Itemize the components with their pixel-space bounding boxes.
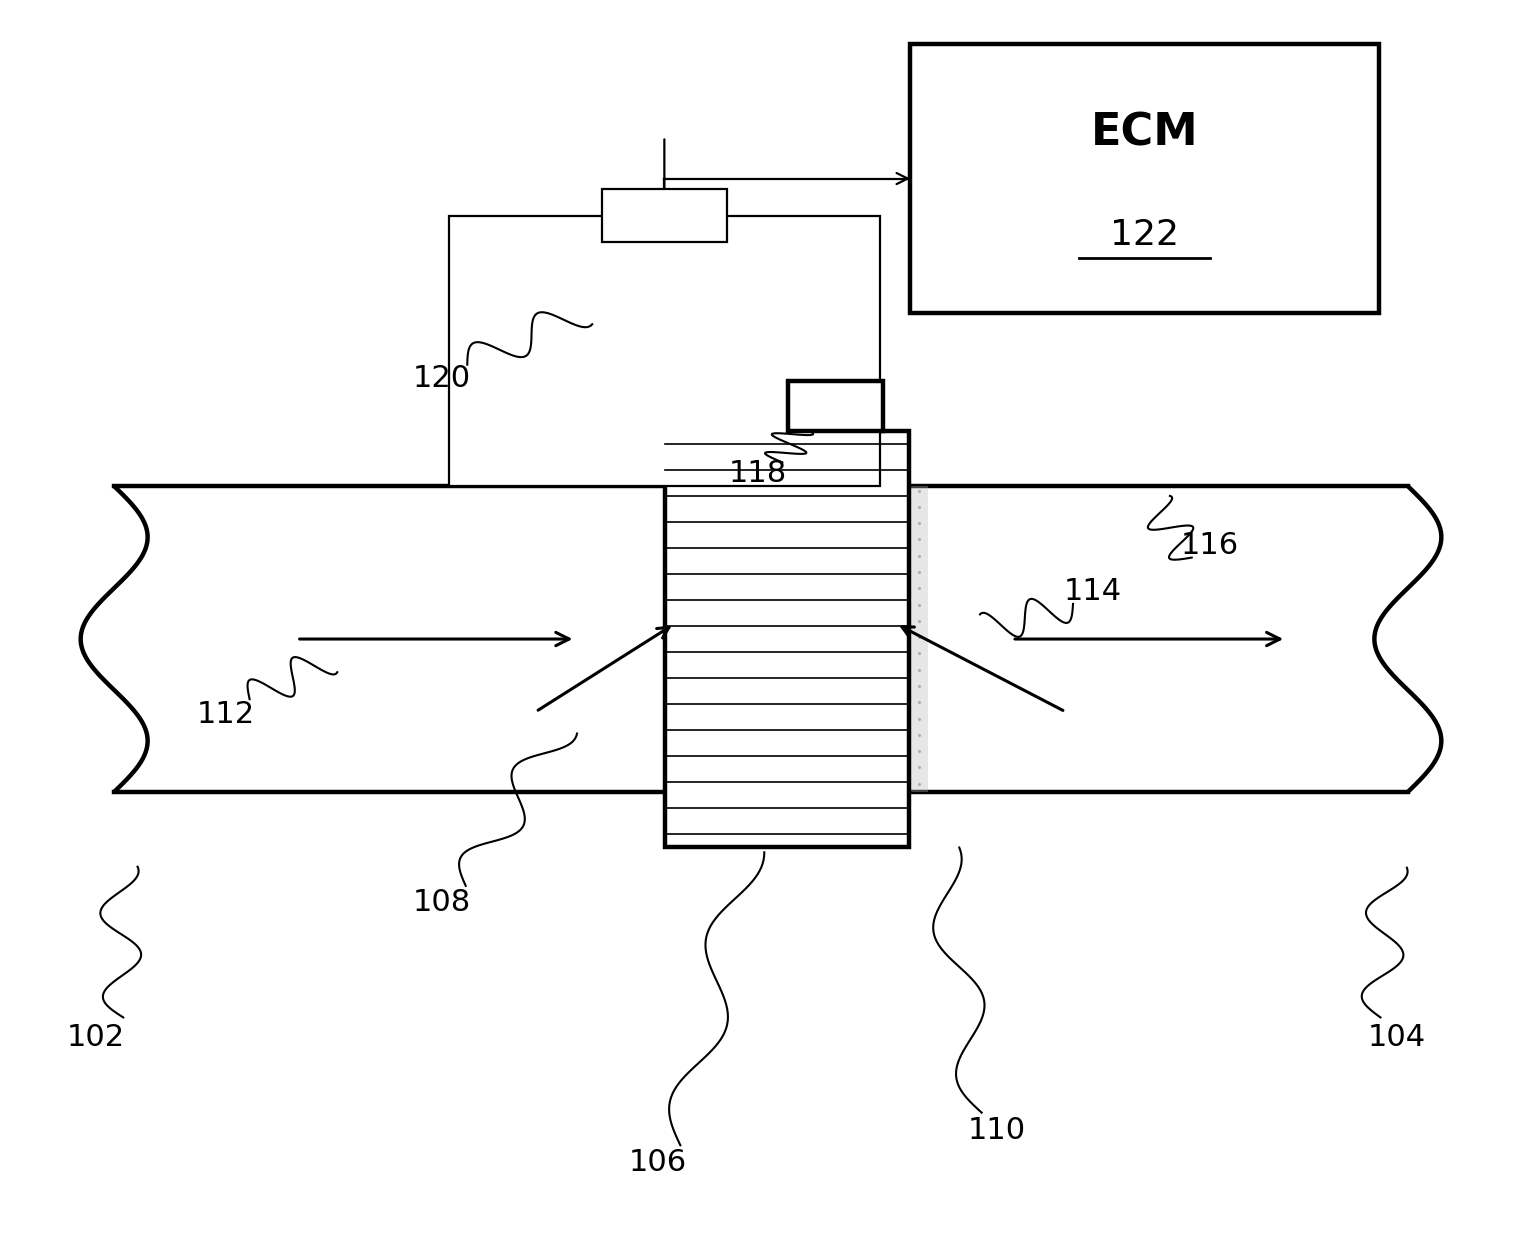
Bar <box>603 189 728 242</box>
Text: 112: 112 <box>196 699 254 729</box>
Text: ECM: ECM <box>1091 112 1198 154</box>
Text: 110: 110 <box>968 1115 1026 1145</box>
Text: 116: 116 <box>1181 530 1239 560</box>
Bar <box>910 44 1379 313</box>
Text: 120: 120 <box>412 363 470 393</box>
Text: 118: 118 <box>729 459 787 489</box>
Bar <box>665 431 909 847</box>
Bar <box>449 216 880 486</box>
Text: 102: 102 <box>67 1022 125 1053</box>
Text: 108: 108 <box>412 887 470 917</box>
Text: 122: 122 <box>1110 218 1180 252</box>
Text: 104: 104 <box>1368 1022 1426 1053</box>
Text: 106: 106 <box>629 1148 686 1178</box>
Bar <box>909 486 928 792</box>
Bar <box>788 381 883 431</box>
Text: 114: 114 <box>1064 576 1122 606</box>
